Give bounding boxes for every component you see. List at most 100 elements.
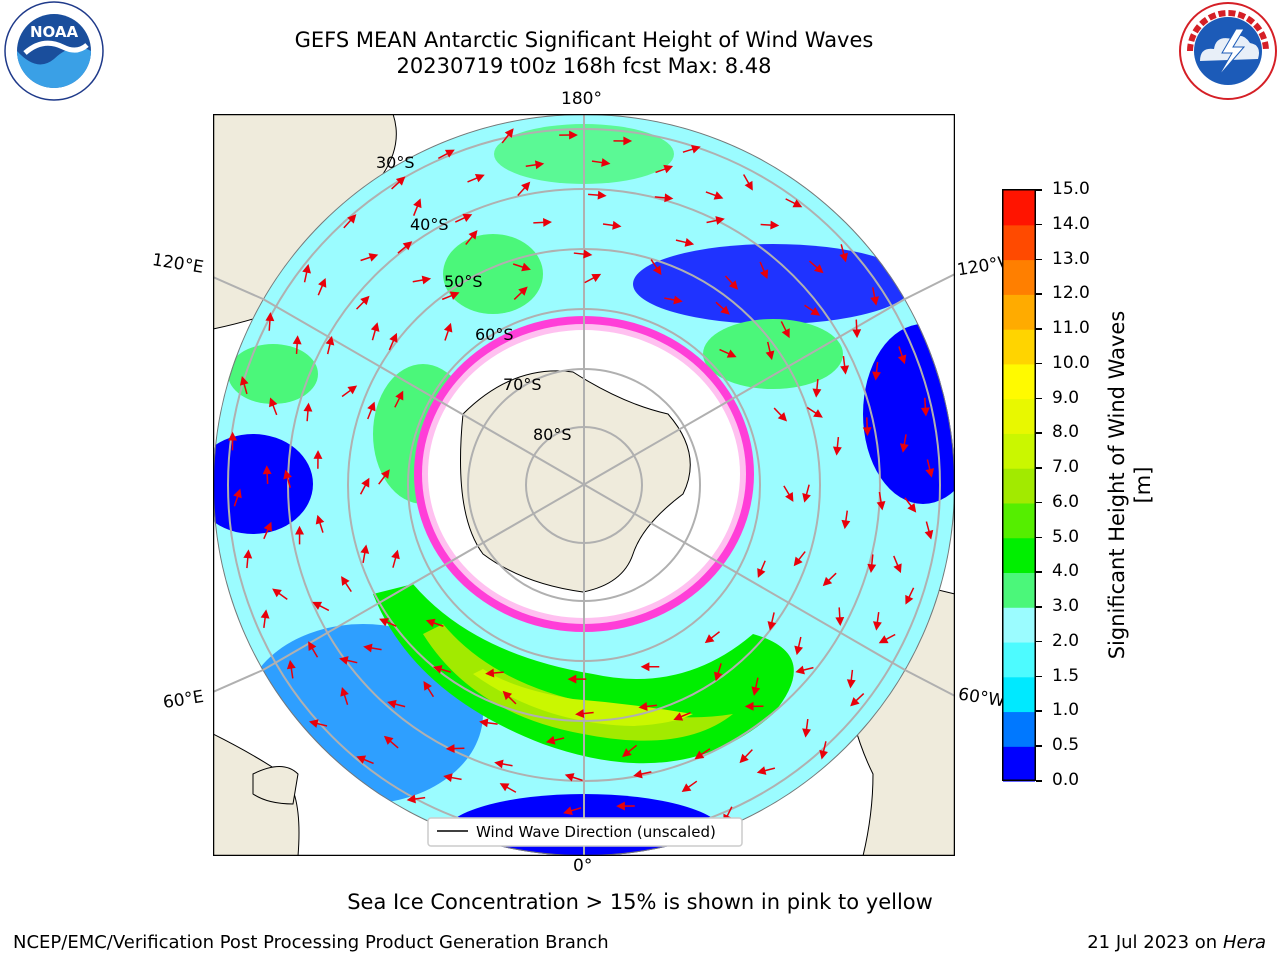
wave-direction-arrowhead [744, 701, 754, 711]
wave-direction-arrowhead [664, 193, 674, 203]
wave-direction-arrowhead [872, 371, 881, 381]
wave-direction-arrowhead [283, 469, 292, 480]
wave-direction-arrowhead [781, 328, 790, 339]
colorbar-bin [1003, 294, 1035, 330]
wave-direction-arrowhead [395, 390, 404, 401]
wave-direction-arrowhead [876, 501, 886, 511]
colorbar-tick-label: 1.5 [1052, 665, 1080, 686]
wave-direction-arrowhead [406, 794, 416, 804]
wave-direction-arrowhead [370, 322, 380, 332]
wave-direction-arrowhead [792, 199, 803, 208]
wave-direction-arrowhead [907, 502, 917, 513]
colorbar-bin [1003, 607, 1035, 643]
wave-direction-arrowhead [383, 735, 394, 745]
colorbar-tick-mark [1036, 467, 1042, 469]
wave-direction-arrowhead [756, 766, 767, 775]
wave-direction-arrowhead [564, 773, 575, 782]
colorbar-tick-mark [1036, 745, 1042, 747]
colorbar-tick-label: 7.0 [1052, 457, 1080, 478]
wave-direction-arrowhead [597, 190, 607, 200]
lat-label-40s: 40°S [410, 215, 449, 234]
wave-direction-arrowhead [862, 427, 872, 437]
wave-direction-arrowhead [841, 519, 851, 530]
colorbar-tick-mark [1036, 223, 1042, 226]
colorbar-tick-label: 9.0 [1052, 387, 1080, 408]
wave-direction-arrowhead [591, 273, 602, 282]
lon-label-60w: 60°W [956, 684, 1007, 712]
wave-direction-arrowhead [302, 264, 311, 274]
wave-direction-arrowhead [832, 446, 842, 456]
wave-direction-arrowhead [341, 576, 350, 586]
wave-direction-arrowhead [315, 514, 325, 525]
wave-direction-arrowhead [421, 275, 432, 285]
wave-direction-arrowhead [850, 697, 860, 707]
colorbar [1002, 189, 1036, 782]
noaa-logo: NOAA [4, 1, 104, 101]
colorbar-tick-label: 1.0 [1052, 700, 1080, 721]
wave-direction-arrowhead [899, 443, 909, 453]
wave-direction-arrowhead [673, 295, 683, 305]
wave-direction-arrowhead [395, 176, 406, 186]
lat-label-70s: 70°S [503, 375, 542, 394]
legend: Wind Wave Direction (unscaled) [427, 817, 743, 847]
wave-direction-arrowhead [272, 588, 282, 598]
credit-host: Hera [1222, 932, 1266, 953]
colorbar-tick-label: 8.0 [1052, 422, 1080, 443]
credit-organization: NCEP/EMC/Verification Post Processing Pr… [13, 932, 609, 953]
colorbar-tick-label: 11.0 [1052, 318, 1090, 339]
colorbar-tick-mark [1036, 675, 1042, 678]
wave-direction-arrowhead [867, 563, 877, 573]
colorbar-tick-label: 12.0 [1052, 283, 1090, 304]
wave-direction-arrowhead [269, 397, 278, 408]
wave-direction-arrowhead [744, 180, 753, 191]
wave-direction-arrowhead [308, 641, 317, 652]
wave-direction-arrowhead [339, 656, 349, 665]
wave-direction-arrowhead [905, 594, 914, 605]
wave-direction-arrowhead [228, 431, 237, 441]
wave-direction-arrowhead [262, 465, 272, 475]
wave-direction-arrowhead [652, 265, 662, 276]
wave-direction-arrowhead [759, 269, 769, 280]
wave-direction-arrowhead [423, 680, 432, 691]
wave-direction-arrowhead [485, 668, 495, 678]
wave-direction-arrowhead [368, 253, 379, 262]
lat-label-60s: 60°S [475, 325, 514, 344]
wave-direction-arrowhead [726, 349, 737, 358]
wave-direction-arrowhead [640, 662, 650, 672]
colorbar-bin [1003, 398, 1035, 434]
wave-direction-arrowhead [852, 329, 862, 339]
wave-direction-arrowhead [292, 335, 302, 345]
wave-direction-arrowhead [633, 769, 643, 779]
wave-direction-arrowhead [793, 556, 803, 567]
colorbar-bin [1003, 468, 1035, 504]
wave-direction-arrowhead [739, 753, 749, 764]
legend-label: Wind Wave Direction (unscaled) [476, 823, 716, 841]
colorbar-tick-mark [1036, 189, 1042, 191]
colorbar-bin [1003, 329, 1035, 365]
colorbar-tick-mark [1036, 640, 1042, 643]
wave-direction-arrowhead [340, 686, 349, 697]
wave-direction-arrowhead [846, 679, 856, 689]
colorbar-tick-label: 2.0 [1052, 630, 1080, 651]
wave-direction-arrowhead [925, 468, 935, 478]
wave-direction-arrowhead [924, 529, 934, 540]
credit-date-host: 21 Jul 2023 on Hera [1087, 932, 1266, 953]
wave-direction-arrowhead [462, 213, 473, 222]
wave-direction-arrowhead [360, 295, 370, 306]
wave-direction-arrowhead [233, 488, 242, 499]
wave-direction-arrowhead [367, 401, 376, 412]
wave-direction-arrowhead [673, 712, 684, 721]
wave-direction-arrowhead [720, 305, 730, 315]
colorbar-bin [1003, 572, 1035, 608]
colorbar-tick-mark [1036, 501, 1042, 504]
wave-direction-arrowhead [402, 241, 413, 251]
wave-direction-arrowhead [504, 128, 514, 138]
wave-direction-arrowhead [379, 618, 389, 627]
chart-title: GEFS MEAN Antarctic Significant Height o… [294, 28, 874, 52]
wave-direction-arrowhead [444, 149, 455, 158]
colorbar-tick-mark [1036, 293, 1042, 295]
lon-label-180: 180° [561, 89, 602, 109]
wave-direction-arrowhead [499, 783, 510, 792]
wave-direction-arrowhead [812, 388, 822, 398]
nws-logo [1179, 2, 1277, 100]
